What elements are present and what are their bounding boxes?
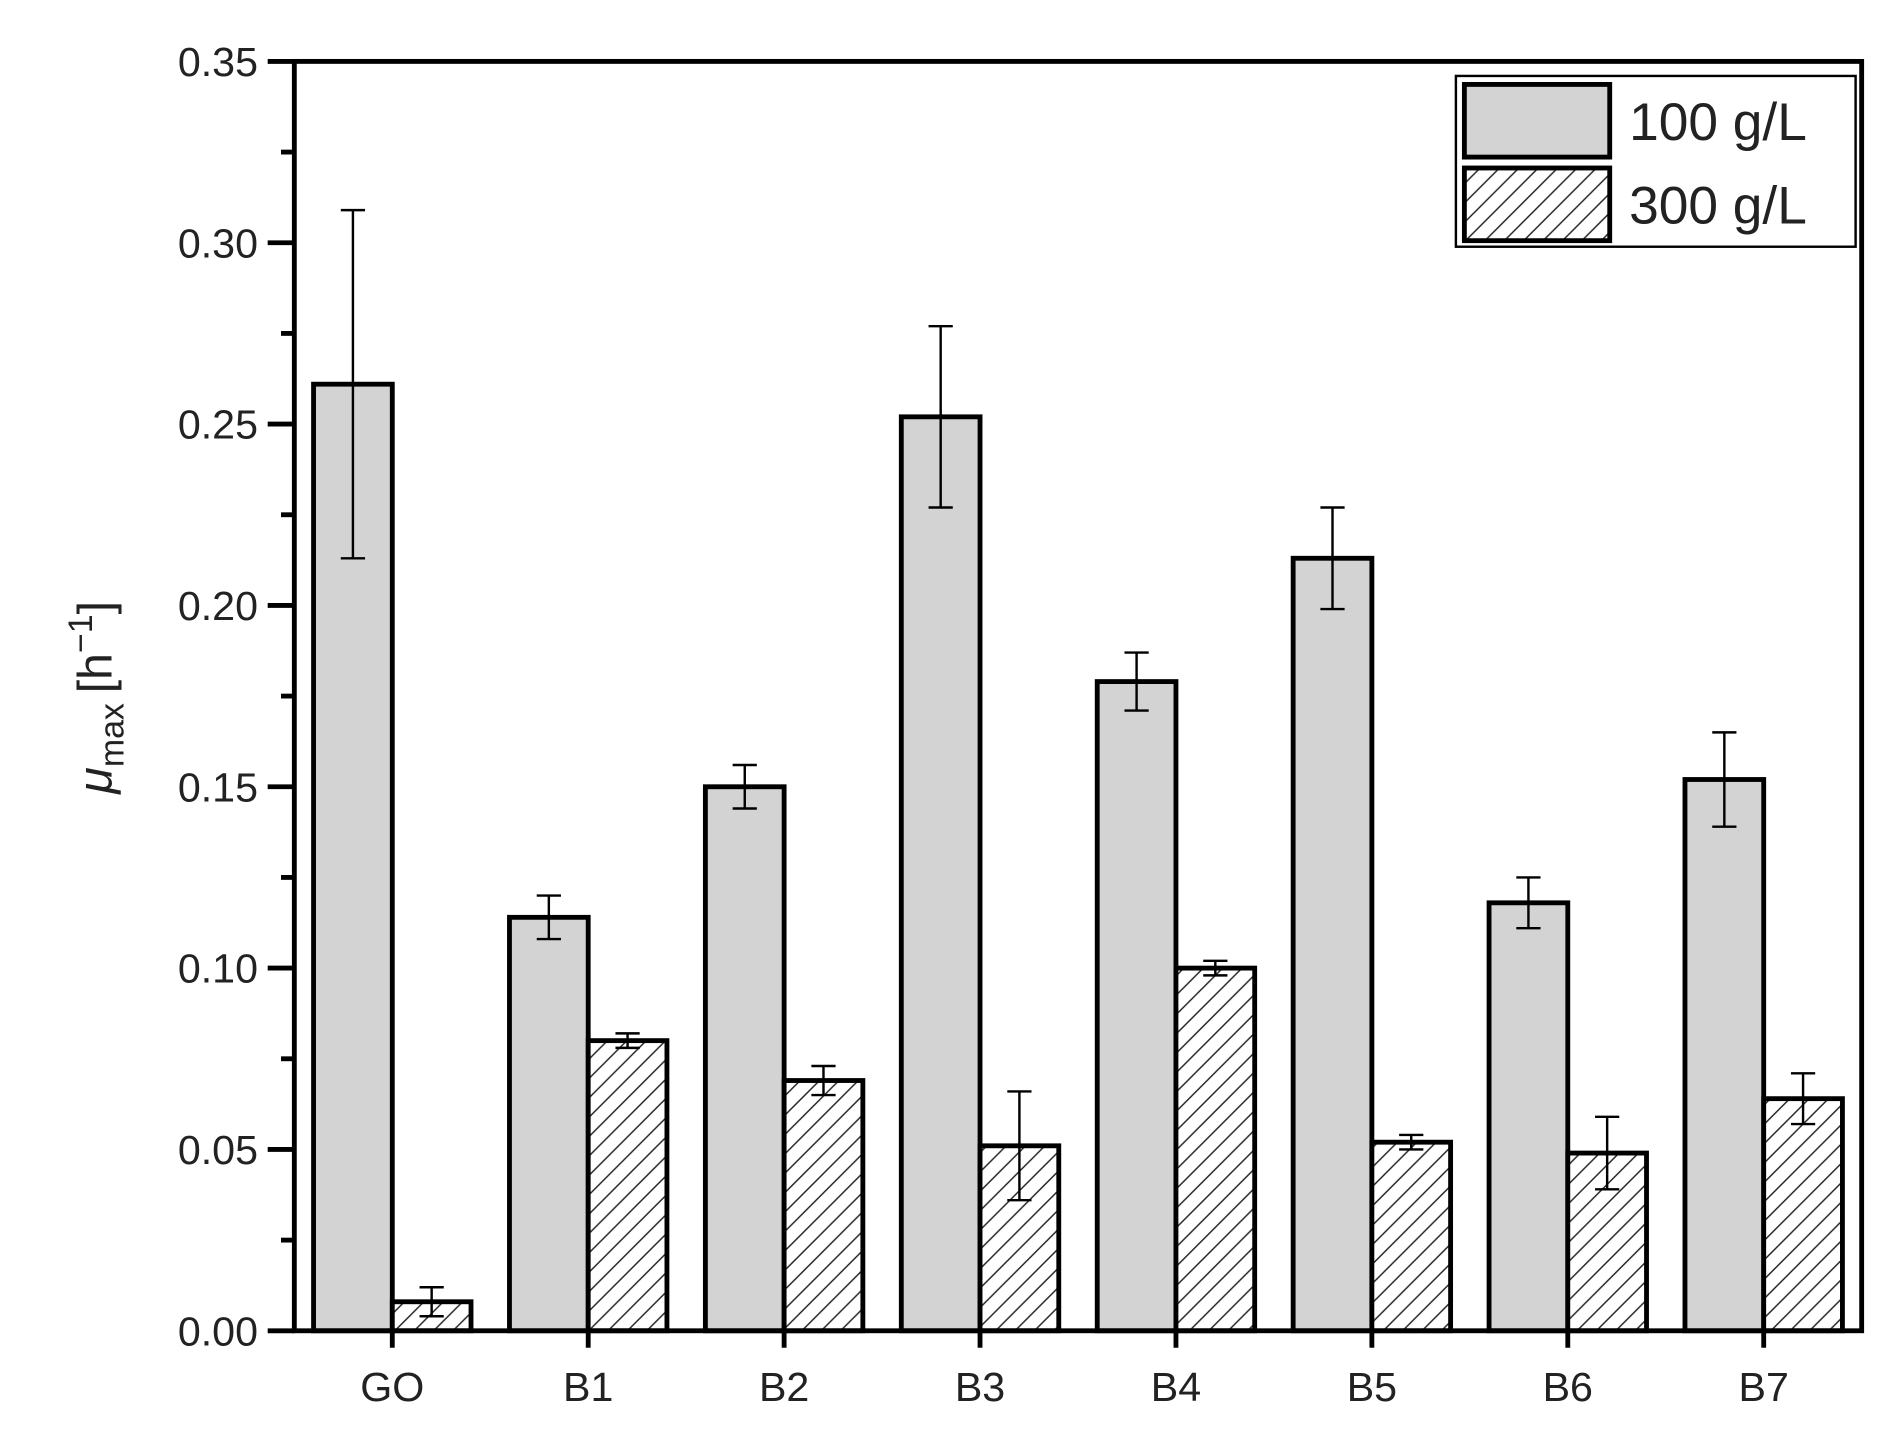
plot-frame [291, 58, 1865, 1334]
bar [781, 1078, 866, 1334]
error-bar [928, 324, 953, 509]
bar [507, 914, 591, 1334]
y-tick-label: 0.35 [178, 39, 258, 85]
x-tick-label: GO [360, 1364, 424, 1410]
error-bar [1595, 1115, 1620, 1191]
error-bar [1790, 1072, 1816, 1126]
y-tick-label: 0.05 [178, 1127, 258, 1173]
y-tick-label: 0.25 [178, 402, 258, 448]
y-tick-label: 0.15 [178, 764, 258, 810]
y-tick-label: 0.20 [178, 583, 258, 629]
error-bar [811, 1064, 836, 1097]
y-axis-label: μmax [h−1] [62, 601, 131, 796]
bar [585, 1038, 670, 1334]
legend-swatch [1461, 81, 1613, 160]
legend-label: 300 g/L [1629, 177, 1807, 236]
error-bar [732, 763, 757, 810]
bar [1682, 777, 1767, 1334]
error-bar [615, 1032, 640, 1050]
y-label-subscript: max [94, 703, 132, 767]
error-bar [340, 208, 366, 560]
x-tick-label: B2 [759, 1364, 809, 1410]
x-tick-label: B4 [1151, 1364, 1201, 1410]
bar [1761, 1096, 1845, 1334]
y-tick-label: 0.00 [178, 1308, 258, 1354]
error-bar [1399, 1133, 1424, 1151]
bar [1486, 900, 1571, 1334]
y-tick-label: 0.30 [178, 220, 258, 266]
bar [1290, 555, 1375, 1334]
x-tick-label: B1 [563, 1364, 613, 1410]
y-label-superscript: −1 [62, 614, 100, 653]
error-bar [1320, 506, 1345, 611]
x-tick-label: B3 [955, 1364, 1005, 1410]
bar [1173, 965, 1258, 1334]
error-bar [536, 894, 561, 941]
error-bar [1203, 959, 1228, 977]
y-tick-label: 0.10 [178, 946, 258, 992]
x-tick-label: B6 [1543, 1364, 1593, 1410]
error-bar [1007, 1090, 1032, 1202]
error-bar [419, 1286, 444, 1318]
bar [898, 414, 983, 1334]
y-label-unit: [h [68, 653, 122, 693]
bar [702, 784, 787, 1334]
error-bar [1712, 731, 1737, 828]
x-tick-label: B7 [1739, 1364, 1789, 1410]
y-label-close: ] [68, 601, 122, 614]
error-bar [1516, 876, 1541, 930]
y-label-symbol: μ [68, 767, 122, 796]
legend-swatch [1461, 165, 1613, 244]
bar [1094, 679, 1179, 1334]
legend-label: 100 g/L [1629, 93, 1807, 152]
bar [1369, 1139, 1454, 1334]
x-tick-label: B5 [1347, 1364, 1397, 1410]
error-bar [1124, 651, 1149, 712]
